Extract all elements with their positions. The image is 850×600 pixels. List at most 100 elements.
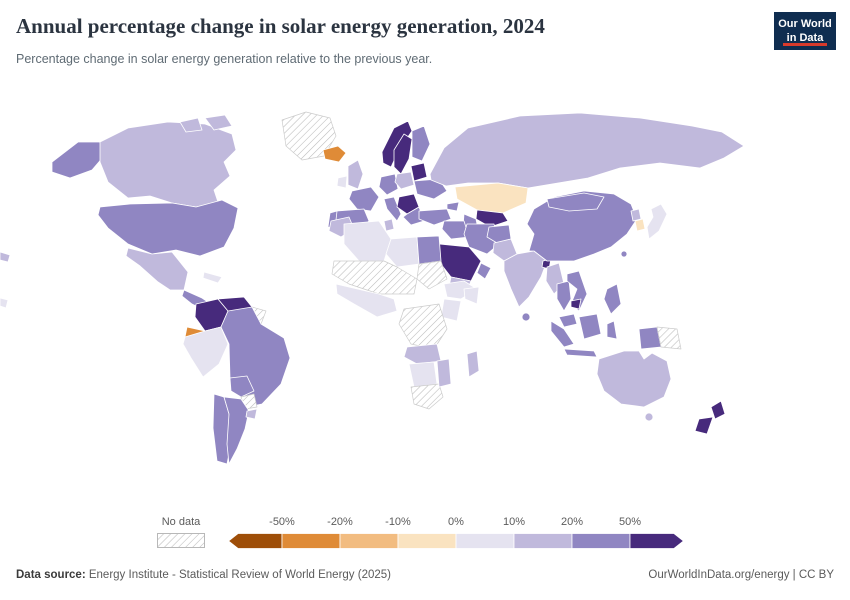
region-namibia-botswana[interactable] — [408, 361, 438, 388]
region-taiwan[interactable] — [620, 250, 628, 258]
owid-logo[interactable]: Our World in Data — [774, 12, 836, 50]
legend-no-data-swatch[interactable] — [157, 533, 205, 553]
region-indonesia[interactable] — [578, 313, 602, 340]
region-iceland[interactable] — [322, 145, 347, 163]
region-poland[interactable] — [394, 171, 415, 190]
owid-credit-link[interactable]: OurWorldInData.org/energy | CC BY — [648, 569, 834, 581]
region-cambodia[interactable] — [570, 298, 582, 310]
legend-bin-m10-0[interactable] — [397, 533, 457, 549]
region-west-africa[interactable] — [335, 283, 398, 318]
region-italy[interactable] — [383, 196, 402, 222]
region-thailand[interactable] — [556, 280, 572, 312]
region-drc[interactable] — [398, 303, 448, 350]
region-tasmania[interactable] — [644, 412, 654, 422]
region-south-africa[interactable] — [410, 383, 444, 410]
region-bolivia[interactable] — [229, 375, 255, 398]
region-sri-lanka[interactable] — [521, 312, 531, 322]
region-turkey[interactable] — [418, 208, 452, 226]
region-north-korea[interactable] — [630, 208, 642, 222]
region-new-zealand[interactable] — [710, 400, 726, 420]
legend-tick: 20% — [560, 516, 584, 528]
legend-tick: 10% — [502, 516, 526, 528]
region-oman[interactable] — [476, 262, 492, 280]
region-russia[interactable] — [429, 112, 745, 189]
region-united-kingdom[interactable] — [347, 159, 364, 190]
region-indonesia[interactable] — [563, 348, 598, 358]
region-sahel[interactable] — [331, 260, 418, 295]
owid-logo-red-bar — [783, 43, 827, 46]
region-belarus[interactable] — [410, 162, 428, 182]
region-indonesia[interactable] — [606, 320, 618, 340]
data-source-label: Data source: — [16, 569, 86, 581]
legend-color-bar — [227, 533, 685, 554]
region-japan[interactable] — [646, 203, 668, 240]
region-alaska[interactable] — [51, 141, 105, 179]
region-caucasus[interactable] — [446, 201, 460, 212]
legend-tick: -50% — [269, 516, 295, 528]
region-madagascar[interactable] — [466, 350, 480, 378]
region-kenya-tanzania[interactable] — [440, 298, 462, 322]
region-map-fragment[interactable] — [0, 251, 11, 263]
region-cuba[interactable] — [202, 271, 223, 284]
legend-no-data-label: No data — [161, 516, 201, 528]
region-south-korea[interactable] — [634, 218, 646, 232]
legend-tick: -10% — [385, 516, 411, 528]
region-uruguay[interactable] — [245, 408, 258, 420]
legend-bin-m50-m20[interactable] — [281, 533, 341, 549]
no-data-hatch-rect — [157, 533, 205, 548]
region-brazil[interactable] — [220, 306, 291, 408]
region-libya[interactable] — [385, 236, 420, 268]
region-france[interactable] — [348, 186, 380, 212]
region-greenland[interactable] — [281, 111, 337, 161]
legend-tick: 0% — [448, 516, 464, 528]
legend-tick: -20% — [327, 516, 353, 528]
region-canada-islands[interactable] — [179, 117, 203, 133]
region-germany[interactable] — [378, 173, 399, 196]
region-australia[interactable] — [596, 350, 672, 408]
data-source-text: Data source: Energy Institute - Statisti… — [16, 569, 391, 581]
region-mozambique[interactable] — [436, 358, 452, 388]
legend-bin-20-50[interactable] — [571, 533, 631, 549]
region-new-zealand[interactable] — [694, 416, 714, 435]
region-sweden[interactable] — [393, 133, 413, 175]
legend-bin-10-20[interactable] — [513, 533, 573, 549]
region-usa[interactable] — [97, 199, 239, 257]
region-map-fragment[interactable] — [0, 297, 9, 309]
region-tunisia[interactable] — [383, 218, 395, 232]
region-mexico[interactable] — [125, 247, 189, 291]
region-indonesia[interactable] — [550, 320, 575, 348]
chart-footer: Data source: Energy Institute - Statisti… — [16, 569, 834, 581]
legend-bin-m20-m10[interactable] — [339, 533, 399, 549]
region-mongolia[interactable] — [546, 192, 605, 212]
legend-bin-lt-m50[interactable] — [227, 533, 283, 549]
region-egypt[interactable] — [416, 235, 442, 265]
region-papua-new-guinea[interactable] — [656, 326, 682, 350]
region-somalia[interactable] — [463, 286, 480, 305]
region-india[interactable] — [503, 250, 548, 308]
region-peru[interactable] — [182, 326, 229, 378]
data-source-value: Energy Institute - Statistical Review of… — [85, 569, 391, 581]
region-angola-zambia[interactable] — [403, 343, 442, 365]
region-philippines[interactable] — [603, 283, 622, 315]
region-canada-islands[interactable] — [204, 114, 233, 131]
page-title: Annual percentage change in solar energy… — [16, 14, 545, 38]
region-finland[interactable] — [411, 125, 431, 162]
legend-bin-0-10[interactable] — [455, 533, 515, 549]
owid-logo-line1: Our World — [778, 18, 832, 30]
owid-logo-line2: in Data — [786, 32, 824, 45]
region-algeria[interactable] — [343, 220, 392, 262]
page-subtitle: Percentage change in solar energy genera… — [16, 52, 433, 66]
legend-tick: 50% — [618, 516, 642, 528]
legend-bin-gt-50[interactable] — [629, 533, 685, 549]
region-kazakhstan[interactable] — [454, 182, 529, 214]
region-canada[interactable] — [99, 121, 237, 208]
region-argentina[interactable] — [223, 396, 250, 465]
region-malaysia[interactable] — [558, 313, 578, 328]
region-iraq[interactable] — [441, 220, 470, 240]
region-sudan[interactable] — [416, 260, 448, 290]
region-uzbekistan[interactable] — [475, 209, 509, 228]
region-ireland[interactable] — [336, 175, 348, 189]
